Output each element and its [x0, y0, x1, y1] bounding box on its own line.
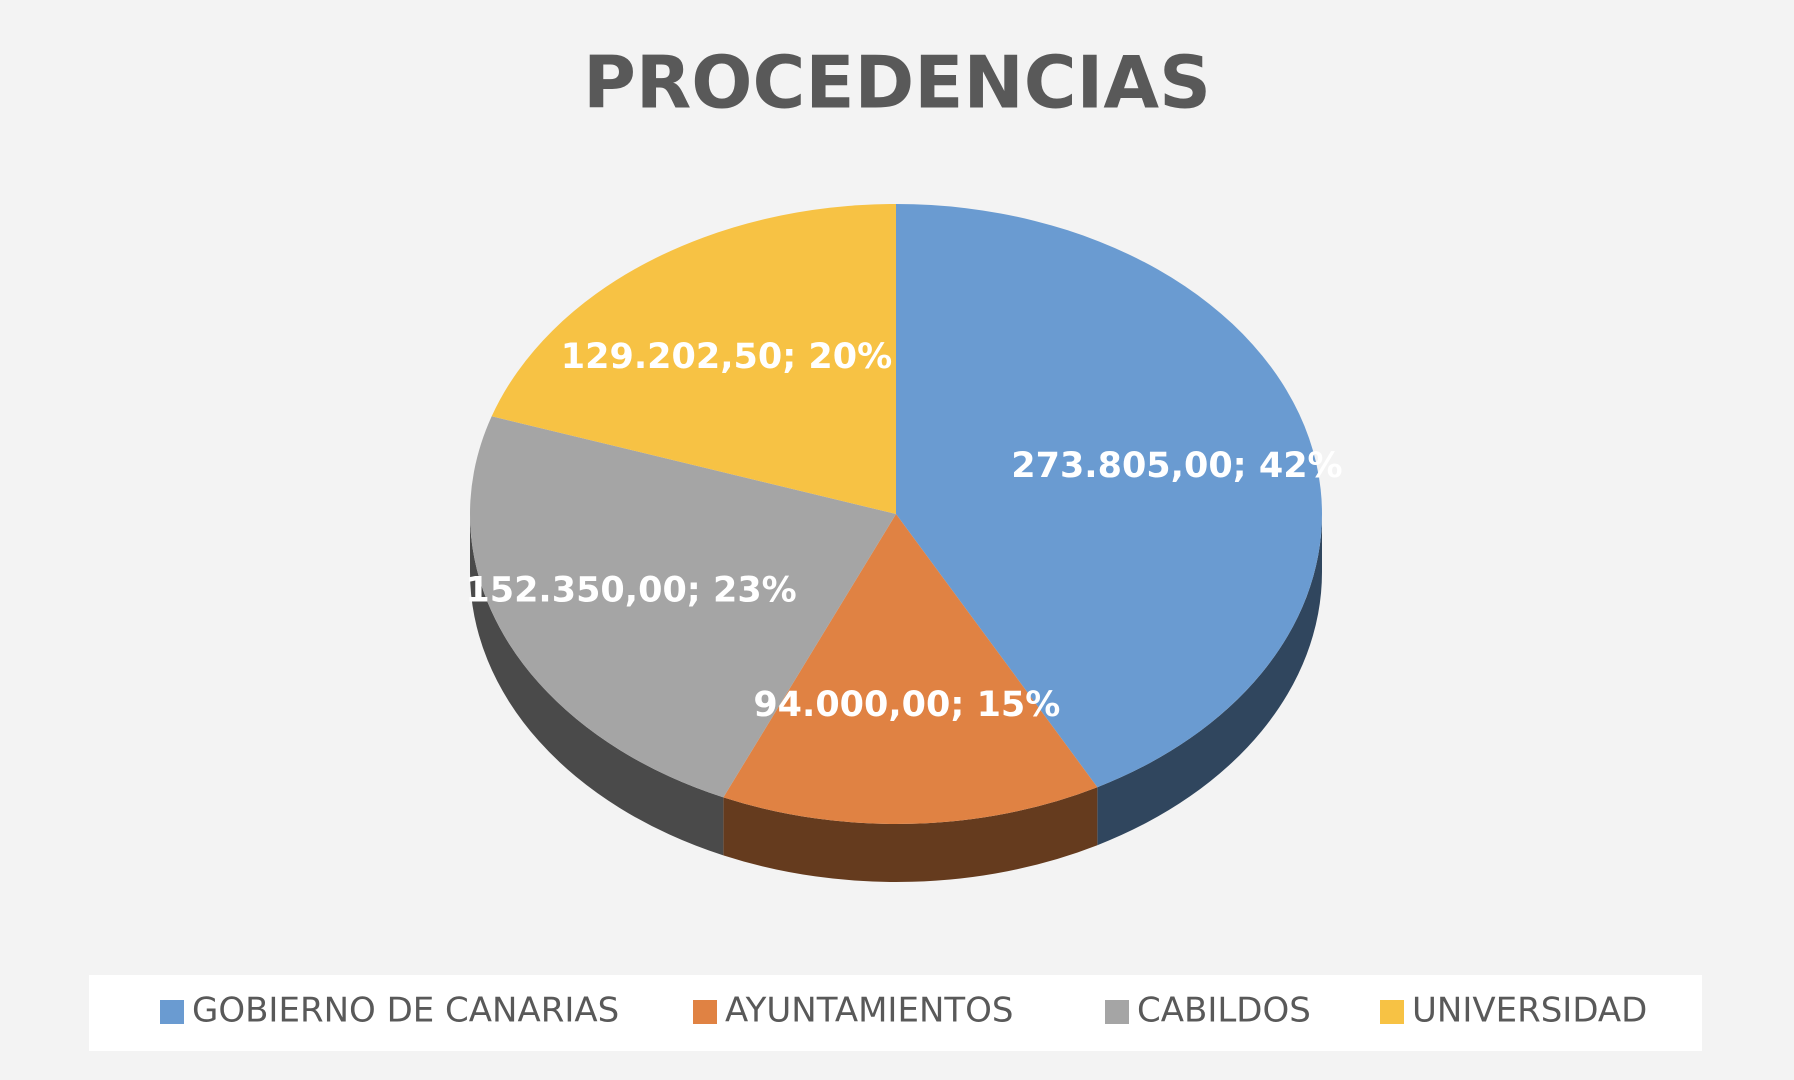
slice	[723, 514, 1098, 824]
legend-swatch	[1380, 1000, 1404, 1024]
legend-swatch	[693, 1000, 717, 1024]
slice	[896, 204, 1322, 788]
slice-side	[723, 787, 1098, 882]
slice	[491, 203, 896, 514]
legend-swatch	[1105, 1000, 1129, 1024]
data-label: 152.350,00; 23%	[465, 571, 796, 611]
data-label: 129.202,50; 20%	[561, 337, 892, 377]
data-label: 94.000,00; 15%	[753, 685, 1060, 725]
legend-label: AYUNTAMIENTOS	[725, 991, 1014, 1031]
slice-side	[470, 514, 724, 856]
legend-box	[89, 975, 1702, 1051]
legend-label: GOBIERNO DE CANARIAS	[192, 991, 619, 1031]
legend-label: UNIVERSIDAD	[1412, 991, 1647, 1031]
slice	[470, 416, 896, 798]
slice-side	[1097, 514, 1322, 846]
legend-swatch	[160, 1000, 184, 1024]
legend-label: CABILDOS	[1137, 991, 1311, 1031]
data-label: 273.805,00; 42%	[1011, 446, 1342, 486]
chart-title: PROCEDENCIAS	[583, 41, 1211, 125]
